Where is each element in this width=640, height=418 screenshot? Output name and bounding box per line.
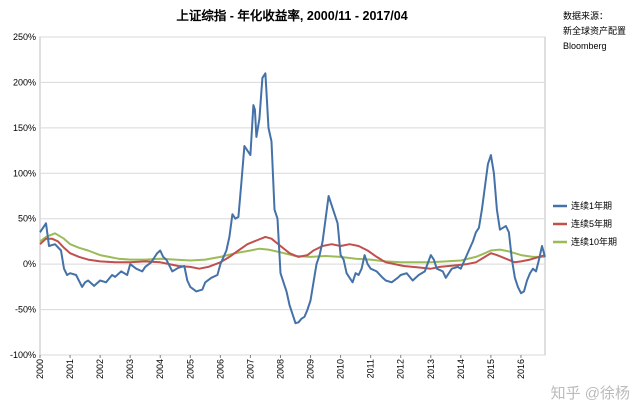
x-tick-label: 2010: [336, 359, 346, 379]
watermark: 知乎 @徐杨: [551, 385, 630, 402]
x-tick-label: 2013: [426, 359, 436, 379]
x-tick-label: 2014: [456, 359, 466, 379]
x-tick-label: 2012: [396, 359, 406, 379]
y-tick-label: 0%: [23, 259, 36, 269]
source-line: 数据来源：: [563, 10, 608, 21]
y-axis: 250% 200% 150% 100% 50% 0% -50% -100%: [10, 32, 36, 360]
x-tick-label: 2003: [125, 359, 135, 379]
gridlines: [40, 36, 545, 356]
x-tick-label: 2009: [306, 359, 316, 379]
x-tick-label: 2007: [245, 359, 255, 379]
source-line: 新全球资产配置: [563, 25, 626, 36]
data-source: 数据来源： 新全球资产配置 Bloomberg: [563, 10, 626, 51]
x-tick-label: 2006: [215, 359, 225, 379]
x-tick-label: 2011: [366, 359, 376, 378]
legend-label: 连续10年期: [571, 236, 617, 247]
x-tick-label: 2008: [275, 359, 285, 379]
series-line-3: [39, 232, 545, 264]
y-tick-label: -50%: [15, 305, 36, 315]
series-lines: [39, 72, 546, 325]
x-tick-label: 2004: [155, 359, 165, 379]
y-tick-label: 50%: [18, 214, 36, 224]
legend-label: 连续5年期: [571, 218, 612, 229]
series-line-2: [39, 235, 546, 270]
y-tick-label: 100%: [13, 168, 36, 178]
x-tick-label: 2016: [516, 359, 526, 379]
plot-area: [39, 36, 546, 356]
y-tick-label: 250%: [13, 32, 36, 42]
y-tick-label: 150%: [13, 123, 36, 133]
x-tick-label: 2005: [185, 359, 195, 379]
x-tick-label: 2015: [486, 359, 496, 379]
x-tick-label: 2002: [95, 359, 105, 379]
x-tick-label: 2001: [65, 359, 75, 379]
y-tick-label: -100%: [10, 350, 36, 360]
series-line-1: [39, 72, 546, 325]
x-axis: 2000 2001 2002 2003 2004 2005 2006 2007 2008 2009…: [35, 355, 526, 379]
x-tick-label: 2000: [35, 359, 45, 379]
y-tick-label: 200%: [13, 77, 36, 87]
chart-title: 上证综指 - 年化收益率, 2000/11 - 2017/04: [176, 8, 407, 23]
source-line: Bloomberg: [563, 41, 607, 51]
legend-label: 连续1年期: [571, 200, 612, 211]
